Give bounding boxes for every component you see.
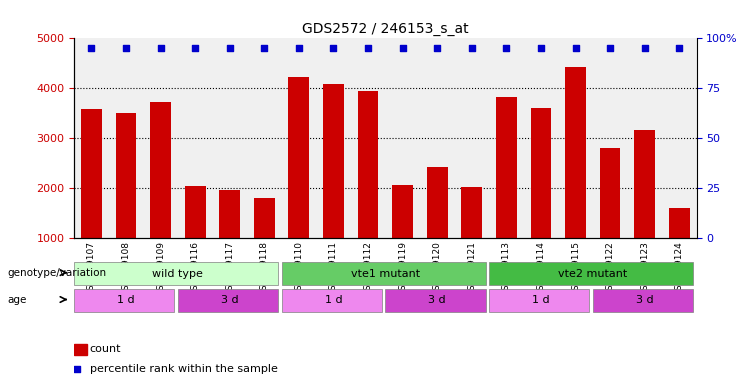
Bar (150, 102, 171, 238)
FancyBboxPatch shape (74, 289, 174, 312)
FancyBboxPatch shape (282, 289, 382, 312)
Bar (254, 198, 275, 238)
Text: wild type: wild type (153, 268, 203, 279)
Bar (427, 167, 448, 238)
Text: vte2 mutant: vte2 mutant (558, 268, 628, 279)
Text: 3 d: 3 d (221, 295, 239, 306)
Point (328, 45, 339, 51)
Text: 1 d: 1 d (325, 295, 342, 306)
Point (120, 45, 132, 51)
Bar (496, 97, 516, 238)
Point (189, 45, 201, 51)
FancyBboxPatch shape (282, 262, 485, 285)
Point (639, 45, 651, 51)
FancyBboxPatch shape (593, 289, 693, 312)
Bar (634, 130, 655, 238)
Text: vte1 mutant: vte1 mutant (350, 268, 420, 279)
Bar (358, 91, 379, 238)
Point (293, 45, 305, 51)
Point (224, 45, 236, 51)
Point (570, 45, 582, 51)
FancyBboxPatch shape (178, 289, 278, 312)
Bar (565, 67, 586, 238)
Bar (219, 190, 240, 238)
Point (155, 45, 167, 51)
Point (85, 45, 97, 51)
FancyBboxPatch shape (385, 289, 485, 312)
Text: count: count (90, 344, 122, 354)
FancyBboxPatch shape (489, 289, 589, 312)
FancyBboxPatch shape (74, 262, 278, 285)
Point (431, 45, 443, 51)
Bar (185, 186, 205, 238)
Text: age: age (7, 295, 27, 305)
FancyBboxPatch shape (489, 262, 693, 285)
Text: genotype/variation: genotype/variation (7, 268, 107, 278)
Point (259, 45, 270, 51)
Point (500, 45, 512, 51)
Bar (288, 77, 309, 238)
Text: 1 d: 1 d (532, 295, 550, 306)
Point (396, 45, 408, 51)
Point (466, 45, 478, 51)
Bar (599, 148, 620, 238)
Text: 3 d: 3 d (636, 295, 654, 306)
Point (604, 45, 616, 51)
Bar (81, 109, 102, 238)
Point (71, 366, 83, 372)
Point (674, 45, 685, 51)
Text: percentile rank within the sample: percentile rank within the sample (90, 364, 278, 374)
Text: 3 d: 3 d (428, 295, 446, 306)
Bar (74, 344, 87, 355)
Bar (531, 108, 551, 238)
Bar (116, 113, 136, 238)
Title: GDS2572 / 246153_s_at: GDS2572 / 246153_s_at (302, 22, 468, 36)
Bar (392, 185, 413, 238)
Bar (462, 187, 482, 238)
Bar (323, 84, 344, 238)
Point (535, 45, 547, 51)
Point (362, 45, 374, 51)
Bar (669, 208, 690, 238)
Text: 1 d: 1 d (117, 295, 135, 306)
